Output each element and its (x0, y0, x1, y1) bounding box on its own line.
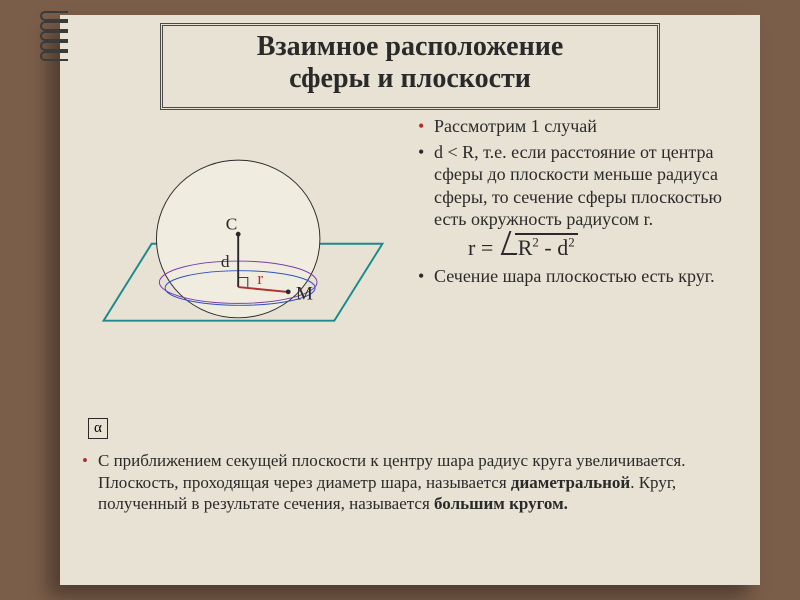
content-area: C d r M α Рассмотрим 1 случай d < R, т.е… (60, 110, 760, 288)
bullet-case-intro: Рассмотрим 1 случай (418, 115, 748, 138)
d-sq: 2 (568, 235, 575, 250)
bottom-paragraph: С приближением секущей плоскости к центр… (82, 450, 742, 514)
sqrt-symbol: R2 - d2 (499, 234, 578, 262)
point-M (286, 290, 291, 295)
label-d: d (221, 252, 230, 271)
bottom-bullet: С приближением секущей плоскости к центр… (82, 450, 742, 514)
sqrt-content: R2 - d2 (515, 233, 578, 260)
minus-d: - d (539, 235, 568, 260)
case-text: d < R, т.е. если расстояние от центра сф… (434, 142, 722, 230)
case-intro-text: Рассмотрим 1 случай (434, 116, 597, 136)
label-M: M (296, 284, 313, 305)
label-C: C (226, 215, 238, 234)
bullet-case-text: d < R, т.е. если расстояние от центра сф… (418, 141, 748, 231)
bullet-section: Сечение шара плоскостью есть круг. (418, 265, 748, 288)
slide: Взаимное расположение сферы и плоскости … (60, 15, 760, 585)
slide-title: Взаимное расположение сферы и плоскости (173, 31, 647, 95)
title-box: Взаимное расположение сферы и плоскости (160, 23, 660, 110)
formula: r = R2 - d2 (468, 234, 748, 262)
alpha-label: α (88, 418, 108, 439)
bottom-bold2: большим кругом. (434, 494, 568, 513)
section-text: Сечение шара плоскостью есть круг. (434, 266, 715, 286)
R: R (518, 235, 533, 260)
formula-lhs: r = (468, 235, 499, 260)
sphere-plane-diagram: C d r M (78, 138, 408, 388)
title-line1: Взаимное расположение (257, 31, 564, 62)
label-r: r (257, 270, 263, 289)
bullet-list: Рассмотрим 1 случай d < R, т.е. если рас… (418, 115, 748, 288)
bottom-bold1: диаметральной (511, 473, 630, 492)
title-line2: сферы и плоскости (289, 63, 531, 94)
